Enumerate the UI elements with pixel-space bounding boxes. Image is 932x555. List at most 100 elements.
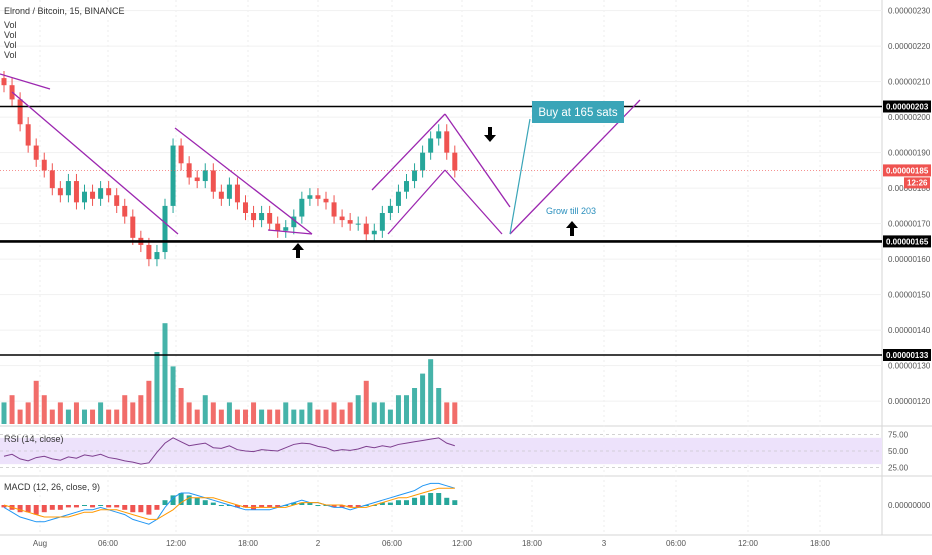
candle-body bbox=[202, 170, 208, 182]
candle-body bbox=[170, 145, 176, 206]
countdown-tag: 12:26 bbox=[907, 178, 928, 187]
volume-bar bbox=[275, 409, 281, 424]
macd-histogram-bar bbox=[436, 493, 442, 505]
candle-body bbox=[371, 230, 377, 235]
trend-line bbox=[0, 73, 51, 90]
candle-body bbox=[65, 181, 71, 196]
macd-histogram-bar bbox=[307, 502, 313, 505]
volume-bar bbox=[170, 366, 176, 424]
volume-bar bbox=[243, 409, 248, 424]
candle-body bbox=[226, 184, 232, 199]
candle-body bbox=[49, 170, 55, 189]
current-price-tag-bg bbox=[883, 164, 931, 177]
candle-body bbox=[90, 191, 96, 199]
volume-bar bbox=[210, 402, 216, 424]
volume-bar bbox=[154, 352, 160, 424]
candle-body bbox=[331, 202, 337, 217]
candle-body bbox=[339, 216, 345, 221]
resistance-price-tag: 0.00000203 bbox=[886, 103, 929, 112]
macd-histogram-bar bbox=[210, 502, 216, 505]
volume-bar bbox=[90, 409, 96, 424]
x-tick-label: 18:00 bbox=[810, 539, 831, 548]
volume-bar bbox=[178, 388, 184, 424]
lower-support-price-tag: 0.00000133 bbox=[886, 351, 929, 360]
volume-bar bbox=[106, 409, 112, 424]
volume-bar bbox=[323, 409, 329, 424]
candle-body bbox=[267, 213, 273, 224]
candle-body bbox=[291, 216, 297, 228]
macd-histogram-bar bbox=[130, 505, 136, 513]
volume-bar bbox=[379, 402, 385, 424]
candle-body bbox=[347, 220, 353, 224]
candle-body bbox=[17, 99, 23, 125]
macd-histogram-bar bbox=[186, 495, 192, 505]
macd-histogram-bar bbox=[162, 500, 168, 505]
resistance-price-tag-bg bbox=[883, 100, 931, 113]
grow-label: Grow till 203 bbox=[546, 206, 596, 216]
volume-bar bbox=[283, 402, 289, 424]
macd-histogram-bar bbox=[49, 505, 55, 510]
y-tick-label: 0.00000140 bbox=[888, 326, 931, 335]
macd-histogram-bar bbox=[379, 502, 385, 505]
trend-line bbox=[267, 229, 313, 235]
candle-body bbox=[299, 198, 305, 217]
candle-body bbox=[41, 159, 47, 171]
candle-body bbox=[395, 191, 401, 206]
y-tick-label: 0.00000210 bbox=[888, 78, 931, 87]
macd-histogram-bar bbox=[339, 505, 345, 508]
candle-body bbox=[178, 145, 184, 164]
volume-bar bbox=[41, 395, 47, 424]
candle-body bbox=[114, 195, 120, 206]
candle-body bbox=[412, 170, 418, 182]
candle-body bbox=[404, 181, 409, 192]
candle-body bbox=[210, 170, 216, 192]
candle-body bbox=[420, 152, 426, 171]
candle-body bbox=[259, 213, 265, 221]
macd-histogram-bar bbox=[412, 497, 418, 505]
macd-label[interactable]: MACD (12, 26, close, 9) bbox=[4, 482, 101, 492]
macd-histogram-bar bbox=[57, 505, 63, 510]
indicator-vol-2[interactable]: Vol bbox=[4, 30, 17, 40]
volume-bar bbox=[251, 402, 257, 424]
candle-body bbox=[98, 188, 104, 199]
buy-callout-text: Buy at 165 sats bbox=[538, 107, 618, 119]
rsi-label[interactable]: RSI (14, close) bbox=[4, 434, 64, 444]
down-arrow-icon bbox=[484, 127, 496, 142]
candle-body bbox=[194, 177, 200, 182]
indicator-vol-1[interactable]: Vol bbox=[4, 20, 17, 30]
candle-body bbox=[387, 205, 393, 213]
volume-bar bbox=[186, 402, 192, 424]
support-price-tag-bg bbox=[883, 235, 931, 248]
countdown-bg bbox=[904, 177, 930, 189]
volume-bar bbox=[315, 409, 321, 424]
trend-line bbox=[387, 169, 446, 235]
candle-body bbox=[323, 198, 329, 203]
volume-bar bbox=[355, 395, 361, 424]
volume-bar bbox=[25, 402, 31, 424]
candle-body bbox=[162, 205, 168, 253]
trend-line bbox=[174, 127, 313, 235]
macd-histogram-bar bbox=[259, 505, 265, 508]
volume-bar bbox=[146, 380, 152, 424]
volume-bar bbox=[226, 402, 232, 424]
macd-signal-line bbox=[3, 487, 455, 520]
candle-body bbox=[275, 223, 281, 231]
macd-histogram-bar bbox=[106, 505, 112, 508]
macd-histogram-bar bbox=[267, 505, 273, 508]
macd-histogram-bar bbox=[243, 505, 248, 508]
volume-bar bbox=[138, 395, 144, 424]
volume-bar bbox=[49, 409, 55, 424]
volume-bar bbox=[202, 395, 208, 424]
macd-histogram-bar bbox=[291, 502, 297, 505]
volume-bar bbox=[436, 388, 442, 424]
up-arrow-icon bbox=[566, 221, 578, 236]
current-price-tag: 0.00000185 bbox=[886, 166, 929, 175]
candle-body bbox=[283, 227, 289, 231]
indicator-vol-4[interactable]: Vol bbox=[4, 50, 17, 60]
volume-bar bbox=[412, 388, 418, 424]
candle-body bbox=[146, 244, 152, 260]
candle-body bbox=[444, 131, 450, 153]
candle-body bbox=[315, 195, 321, 199]
volume-bar bbox=[17, 409, 23, 424]
indicator-vol-3[interactable]: Vol bbox=[4, 40, 17, 50]
